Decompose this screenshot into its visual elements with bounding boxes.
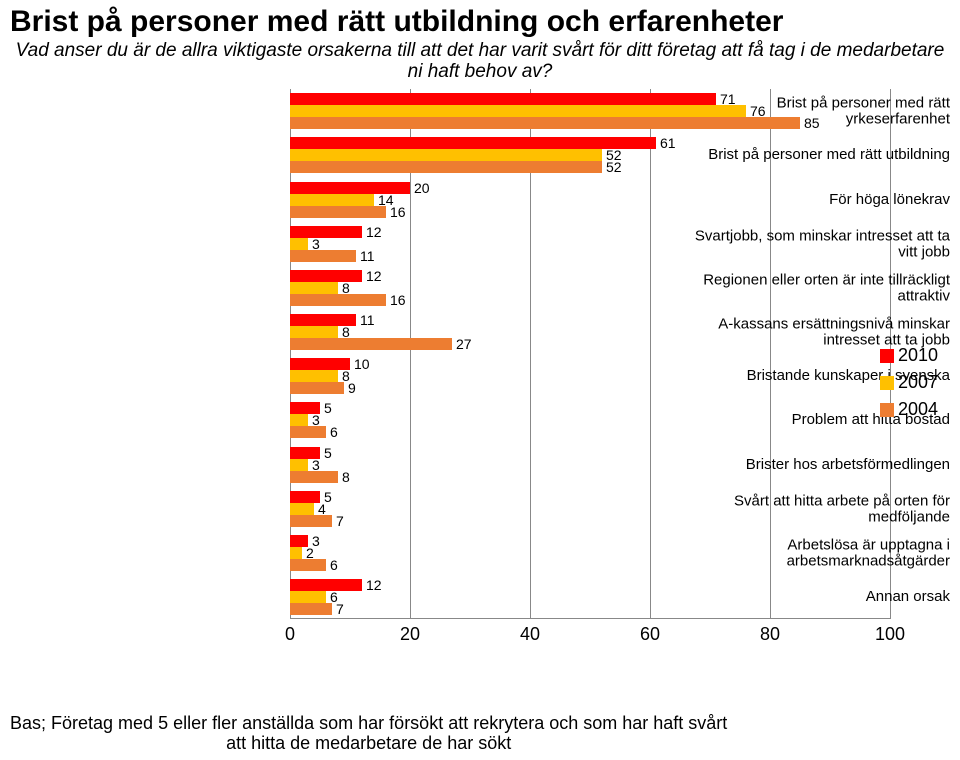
bar-value-label: 12: [366, 577, 382, 593]
bar-value-label: 5: [324, 445, 332, 461]
bar: [290, 603, 332, 615]
bar-value-label: 8: [342, 469, 350, 485]
bar: [290, 294, 386, 306]
category-row: A-kassans ersättningsnivå minskar intres…: [10, 310, 950, 354]
category-label: Svårt att hitta arbete på orten för medf…: [676, 493, 950, 525]
bar: [290, 93, 716, 105]
bar: [290, 206, 386, 218]
bar: [290, 491, 320, 503]
legend-label: 2010: [898, 345, 938, 366]
bar-value-label: 16: [390, 292, 406, 308]
legend-swatch: [880, 403, 894, 417]
x-axis-tick-label: 40: [520, 624, 540, 645]
legend-item: 2004: [880, 399, 938, 420]
bar: [290, 382, 344, 394]
bar-value-label: 12: [366, 268, 382, 284]
x-axis-tick-label: 80: [760, 624, 780, 645]
bar-value-label: 6: [330, 557, 338, 573]
bar: [290, 471, 338, 483]
category-label: Annan orsak: [676, 589, 950, 605]
bar: [290, 414, 308, 426]
category-row: För höga lönekrav201416: [10, 178, 950, 222]
category-label: Svartjobb, som minskar intresset att ta …: [676, 228, 950, 260]
bar-value-label: 61: [660, 135, 676, 151]
bar: [290, 559, 326, 571]
bar-value-label: 7: [336, 513, 344, 529]
category-row: Brister hos arbetsförmedlingen538: [10, 443, 950, 487]
chart-area: 0 20 40 60 80 100 Brist på personer med rätt y…: [10, 89, 950, 659]
bar: [290, 161, 602, 173]
legend-item: 2010: [880, 345, 938, 366]
bar-value-label: 11: [360, 248, 375, 264]
category-row: Annan orsak1267: [10, 575, 950, 619]
bar: [290, 503, 314, 515]
bar: [290, 591, 326, 603]
category-row: Brist på personer med rätt utbildning61 5…: [10, 133, 950, 177]
bar-value-label: 52: [606, 159, 622, 175]
bar-value-label: 7: [336, 601, 344, 617]
category-row: Svårt att hitta arbete på orten för medf…: [10, 487, 950, 531]
bar: [290, 105, 746, 117]
category-row: Problem att hitta bostad536: [10, 398, 950, 442]
footer-line-2: att hitta de medarbetare de har sökt: [10, 734, 727, 754]
chart-title: Brist på personer med rätt utbildning oc…: [10, 6, 950, 38]
category-label: Regionen eller orten är inte tillräcklig…: [676, 272, 950, 304]
bar-value-label: 10: [354, 356, 370, 372]
bar: [290, 194, 374, 206]
bar: [290, 326, 338, 338]
legend-swatch: [880, 376, 894, 390]
bar: [290, 250, 356, 262]
bar: [290, 579, 362, 591]
bar: [290, 426, 326, 438]
category-row: Bristande kunskaper i svenska1089: [10, 354, 950, 398]
legend-label: 2007: [898, 372, 938, 393]
bar-value-label: 6: [330, 424, 338, 440]
category-row: Arbetslösa är upptagna i arbetsmarknadså…: [10, 531, 950, 575]
legend-swatch: [880, 349, 894, 363]
x-axis-tick-label: 100: [875, 624, 905, 645]
bar: [290, 282, 338, 294]
bar: [290, 226, 362, 238]
category-row: Brist på personer med rätt yrkeserfarenh…: [10, 89, 950, 133]
bar: [290, 459, 308, 471]
chart-plot: 020406080100Brist på personer med rätt y…: [10, 89, 950, 619]
bar: [290, 515, 332, 527]
category-row: Regionen eller orten är inte tillräcklig…: [10, 266, 950, 310]
bar-value-label: 16: [390, 204, 406, 220]
bar: [290, 547, 302, 559]
bar: [290, 238, 308, 250]
bar-value-label: 5: [324, 400, 332, 416]
legend-label: 2004: [898, 399, 938, 420]
category-label: Arbetslösa är upptagna i arbetsmarknadså…: [676, 537, 950, 569]
category-label: Brist på personer med rätt utbildning: [676, 148, 950, 164]
bar-value-label: 27: [456, 336, 472, 352]
bar: [290, 338, 452, 350]
chart-legend: 2010 2007 2004: [880, 345, 938, 426]
category-label: A-kassans ersättningsnivå minskar intres…: [676, 316, 950, 348]
x-axis-tick-label: 0: [285, 624, 295, 645]
chart-footer: Bas; Företag med 5 eller fler anställda …: [10, 714, 727, 754]
category-label: Brister hos arbetsförmedlingen: [676, 457, 950, 473]
x-axis-tick-label: 60: [640, 624, 660, 645]
bar-value-label: 12: [366, 224, 382, 240]
bar-value-label: 85: [804, 115, 820, 131]
category-row: Svartjobb, som minskar intresset att ta …: [10, 222, 950, 266]
bar-value-label: 11: [360, 312, 375, 328]
chart-subtitle: Vad anser du är de allra viktigaste orsa…: [10, 40, 950, 84]
bar-value-label: 9: [348, 380, 356, 396]
bar: [290, 358, 350, 370]
bar: [290, 270, 362, 282]
footer-line-1: Bas; Företag med 5 eller fler anställda …: [10, 714, 727, 734]
bar: [290, 370, 338, 382]
bar: [290, 117, 800, 129]
x-axis-tick-label: 20: [400, 624, 420, 645]
legend-item: 2007: [880, 372, 938, 393]
bar-value-label: 20: [414, 180, 430, 196]
bar: [290, 149, 602, 161]
category-label: För höga lönekrav: [676, 192, 950, 208]
bar: [290, 137, 656, 149]
